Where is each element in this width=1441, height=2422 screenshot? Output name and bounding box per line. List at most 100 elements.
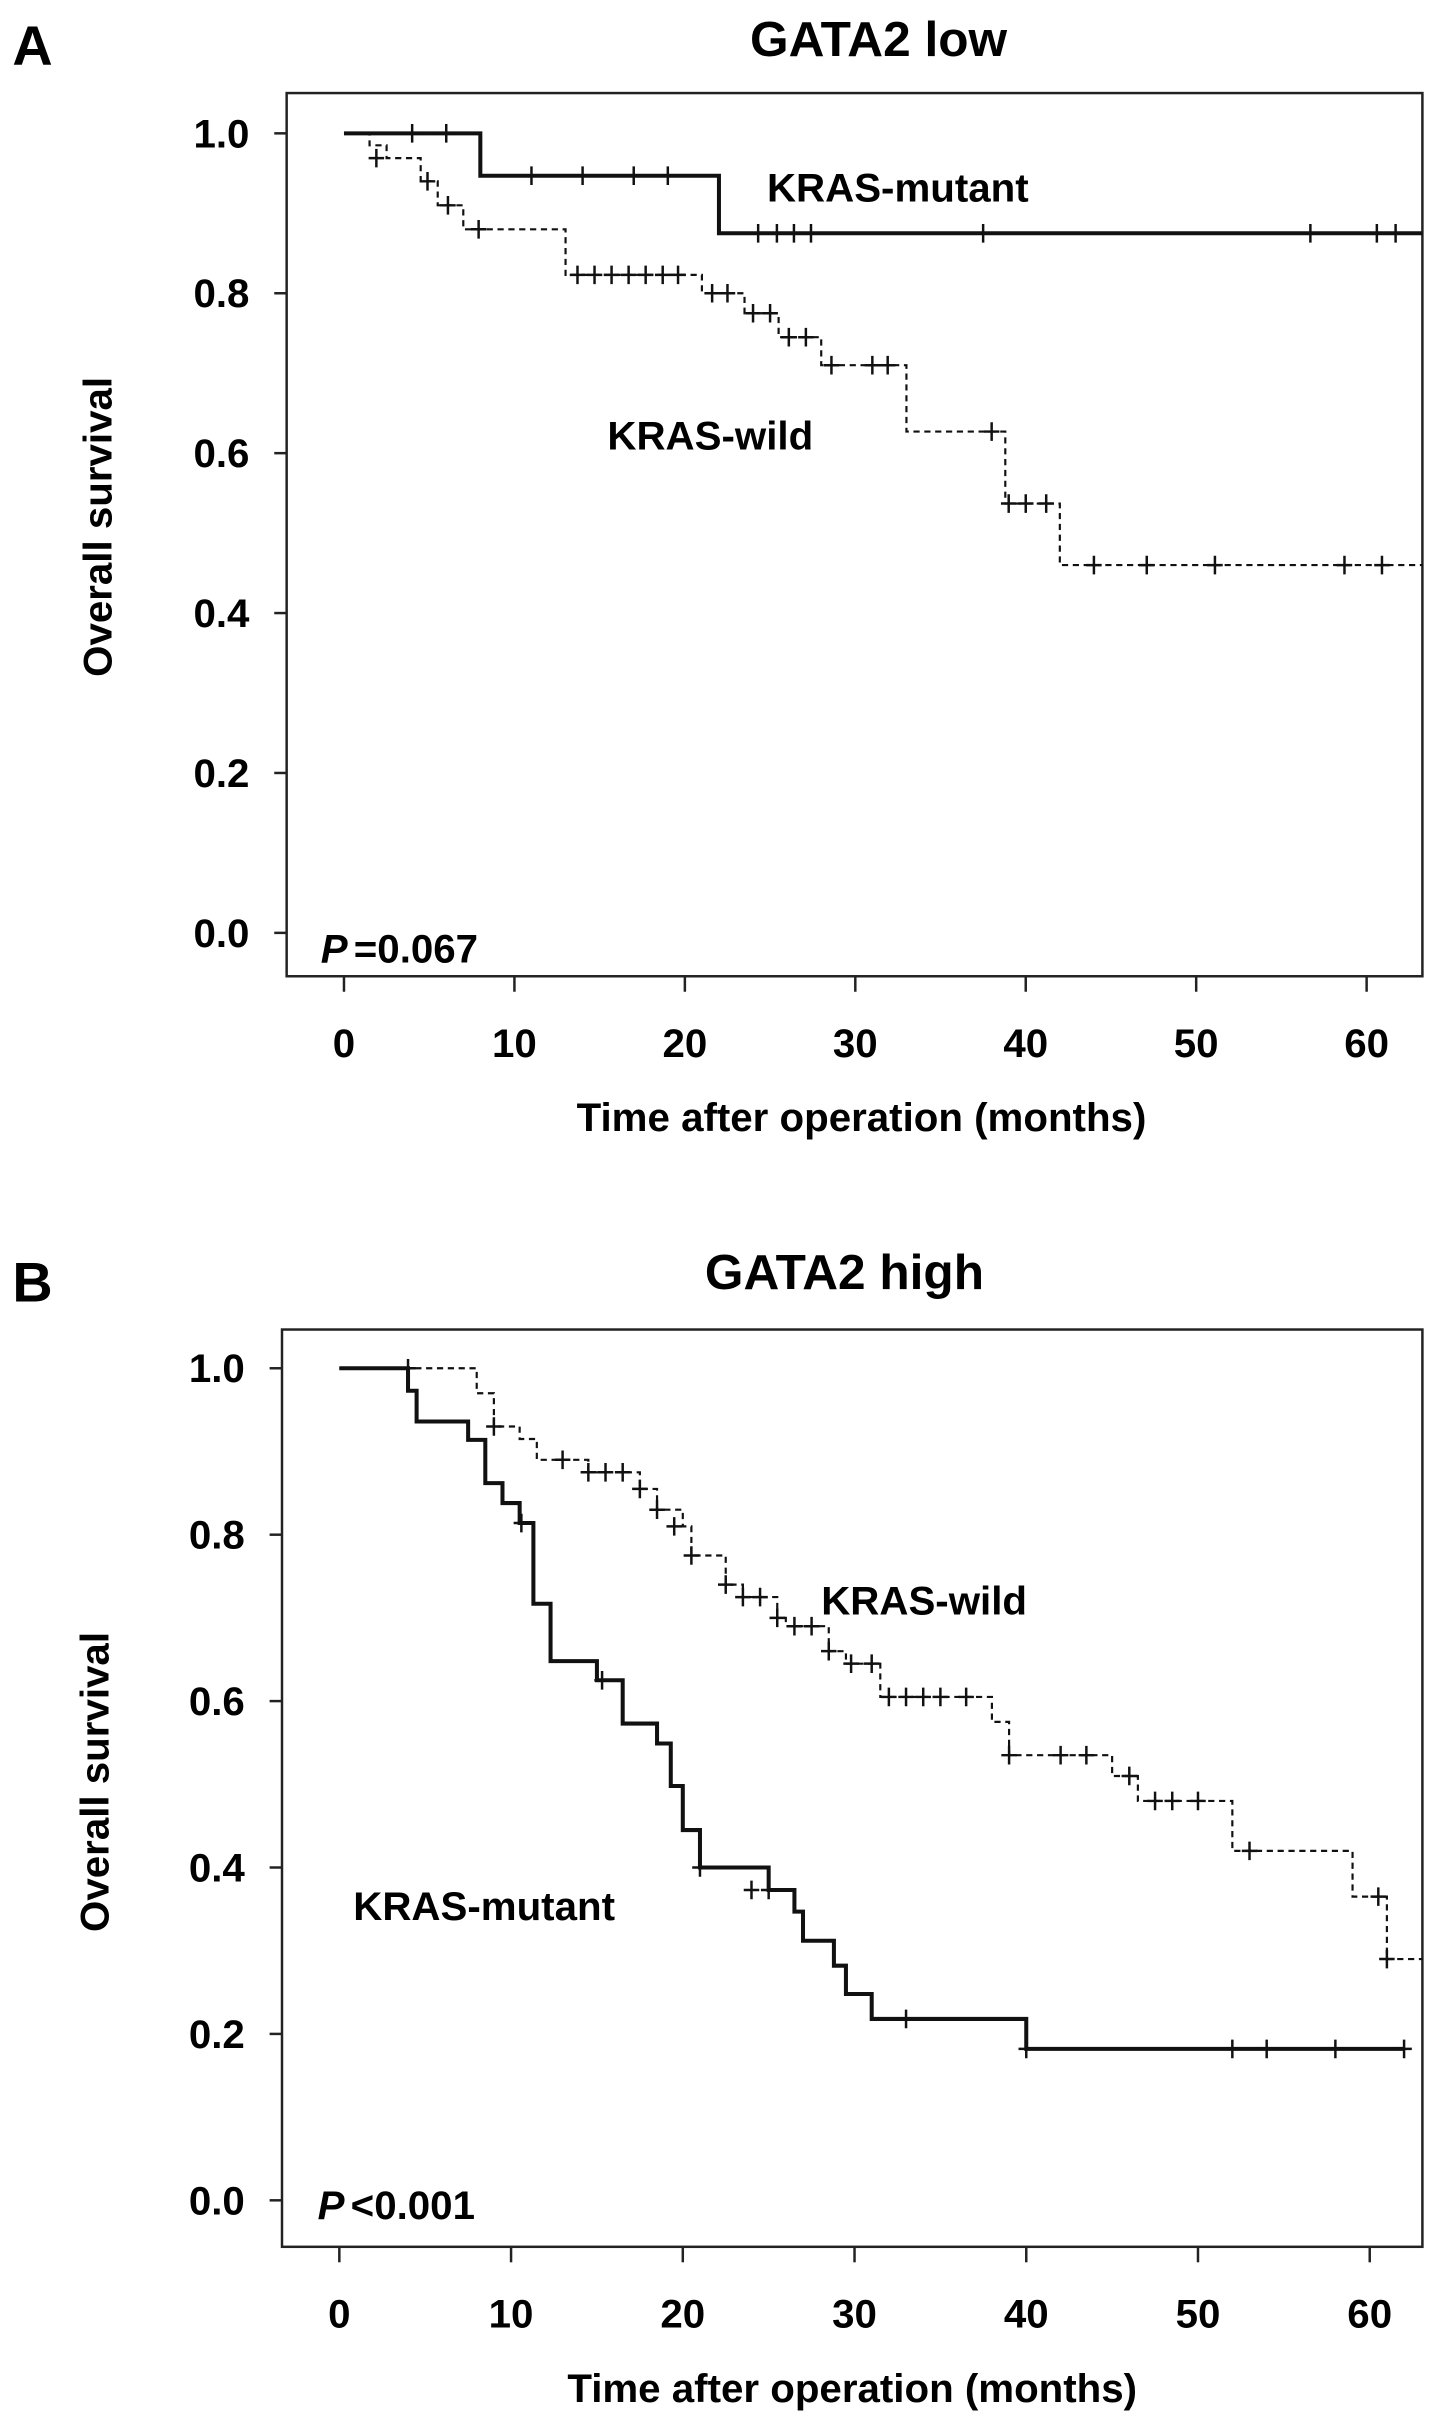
censor-mark-kras-wild	[654, 265, 671, 285]
censor-mark-kras-wild	[745, 303, 761, 323]
x-tick-label: 0	[328, 2291, 350, 2336]
censor-mark-kras-wild	[632, 1479, 648, 1499]
censor-mark-kras-mutant	[760, 1880, 777, 1900]
censor-mark-kras-wild	[803, 1616, 820, 1636]
panel-letter: A	[12, 15, 52, 77]
chart-title: GATA2 high	[705, 1244, 984, 1300]
censor-mark-kras-wild	[898, 1687, 914, 1707]
plot-frame	[280, 1328, 1424, 2249]
censor-mark-kras-wild	[1139, 555, 1155, 575]
censor-mark-kras-mutant	[898, 2009, 914, 2029]
y-tick-label: 0.4	[189, 1845, 246, 1890]
censor-mark-kras-mutant	[786, 223, 802, 243]
censor-mark-kras-wild	[580, 1462, 597, 1482]
x-tick-label: 60	[1344, 1021, 1389, 1066]
censor-mark-kras-wild	[769, 1608, 785, 1628]
censor-mark-kras-wild	[735, 1587, 751, 1607]
censor-mark-kras-wild	[1001, 1745, 1017, 1765]
censor-mark-kras-wild	[586, 265, 603, 285]
y-tick-label: 0.6	[189, 1679, 245, 1724]
censor-mark-kras-wild	[1336, 555, 1353, 575]
censor-mark-kras-wild	[1017, 494, 1034, 513]
censor-mark-kras-wild	[762, 303, 778, 323]
y-tick-label: 0.8	[189, 1513, 245, 1558]
censor-mark-kras-wild	[1147, 1791, 1163, 1811]
censor-mark-kras-wild	[470, 219, 487, 239]
censor-mark-kras-wild	[798, 327, 814, 347]
x-tick-label: 50	[1174, 1021, 1219, 1066]
censor-mark-kras-mutant	[625, 166, 642, 186]
censor-mark-kras-wild	[752, 1587, 768, 1607]
y-axis-label: Overall survival	[76, 377, 121, 677]
censor-mark-kras-mutant	[404, 124, 420, 143]
censor-mark-kras-mutant	[1396, 2039, 1412, 2059]
censor-mark-kras-wild	[637, 265, 654, 285]
censor-mark-kras-wild	[1052, 1745, 1069, 1765]
censor-mark-kras-wild	[781, 327, 797, 347]
y-tick-label: 0.2	[189, 2012, 245, 2057]
p-value: P <0.001	[318, 2183, 475, 2228]
x-tick-label: 20	[662, 1021, 707, 1066]
censor-mark-kras-wild	[486, 1417, 502, 1436]
censor-mark-kras-wild	[368, 148, 385, 168]
x-tick-label: 10	[489, 2291, 534, 2336]
y-tick-label: 0.4	[193, 591, 250, 636]
x-axis-label: Time after operation (months)	[567, 2366, 1137, 2411]
x-tick-label: 50	[1176, 2291, 1221, 2336]
x-tick-label: 30	[833, 1021, 878, 1066]
censor-mark-kras-wild	[932, 1687, 949, 1707]
x-tick-label: 40	[1003, 1021, 1048, 1066]
censor-mark-kras-wild	[670, 265, 686, 285]
y-tick-label: 0.6	[193, 431, 249, 476]
censor-mark-kras-mutant	[1369, 223, 1385, 243]
censor-mark-kras-wild	[881, 1687, 897, 1707]
censor-mark-kras-wild	[958, 1687, 974, 1707]
censor-mark-kras-mutant	[803, 223, 819, 243]
censor-mark-kras-mutant	[660, 166, 676, 186]
x-tick-label: 0	[333, 1021, 355, 1066]
censor-mark-kras-mutant	[769, 223, 785, 243]
censor-mark-kras-wild	[863, 1654, 880, 1673]
censor-mark-kras-wild	[603, 265, 620, 285]
y-tick-label: 0.0	[189, 2178, 245, 2223]
censor-mark-kras-wild	[719, 283, 736, 303]
censor-mark-kras-mutant	[513, 1513, 530, 1533]
censor-mark-kras-wild	[440, 196, 456, 215]
y-tick-label: 0.2	[193, 751, 249, 796]
censor-mark-kras-mutant	[523, 166, 540, 186]
panel-letter: B	[12, 1252, 52, 1314]
survival-curve-kras-wild	[339, 1367, 1423, 1961]
x-axis-label: Time after operation (months)	[577, 1095, 1147, 1140]
censor-mark-kras-wild	[843, 1654, 859, 1673]
censor-mark-kras-wild	[597, 1462, 614, 1482]
censor-mark-kras-wild	[1241, 1841, 1258, 1861]
survival-curve-kras-mutant	[343, 131, 1423, 236]
y-tick-label: 0.8	[193, 271, 249, 316]
y-axis-label: Overall survival	[72, 1632, 117, 1932]
censor-mark-kras-wild	[1207, 555, 1223, 575]
x-tick-label: 40	[1004, 2291, 1049, 2336]
censor-mark-kras-mutant	[743, 1880, 760, 1900]
panel-b: B GATA2 high KRAS-wild KRAS-mutant P <0.0…	[12, 1244, 1424, 2411]
series-label-kras-mutant: KRAS-mutant	[767, 166, 1029, 211]
censor-mark-kras-mutant	[692, 1858, 708, 1877]
censor-mark-kras-mutant	[574, 166, 591, 186]
censor-mark-kras-wild	[864, 355, 881, 375]
censor-mark-kras-wild	[649, 1500, 665, 1520]
x-tick-label: 30	[832, 2291, 877, 2336]
x-tick-label: 60	[1347, 2291, 1392, 2336]
y-tick-label: 1.0	[189, 1346, 245, 1391]
censor-mark-kras-wild	[614, 1462, 631, 1482]
panel-a: A GATA2 low KRAS-mutant KRAS-wild P =0.06…	[12, 11, 1424, 1140]
censor-mark-kras-mutant	[750, 223, 766, 243]
censor-mark-kras-wild	[704, 283, 720, 303]
censor-mark-kras-wild	[717, 1575, 734, 1594]
y-tick-label: 1.0	[193, 111, 249, 156]
censor-mark-kras-wild	[915, 1687, 931, 1707]
censor-mark-kras-wild	[666, 1517, 682, 1536]
censor-mark-kras-mutant	[1018, 2039, 1035, 2059]
plot-frame	[285, 91, 1424, 978]
series-label-kras-mutant: KRAS-mutant	[353, 1884, 615, 1929]
censor-mark-kras-wild	[983, 422, 1000, 441]
